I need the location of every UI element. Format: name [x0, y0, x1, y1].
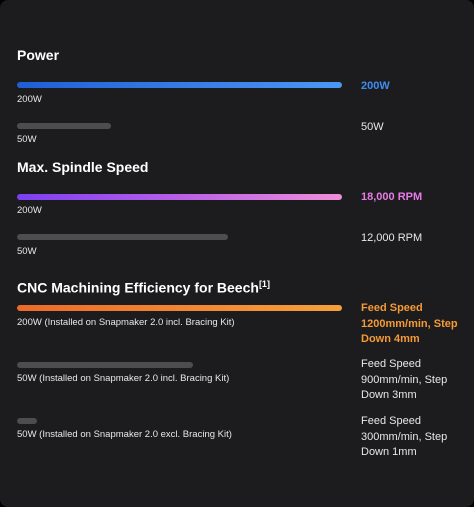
power-200w-label: 200W: [17, 94, 42, 105]
spindle-50w-bar: [17, 234, 228, 240]
spindle-speed-title: Max. Spindle Speed: [17, 159, 149, 175]
spindle-200w-bar: [17, 194, 342, 200]
power-200w-bar: [17, 82, 342, 88]
cnc-efficiency-title-text: CNC Machining Efficiency for Beech: [17, 279, 259, 296]
cnc-efficiency-title: CNC Machining Efficiency for Beech[1]: [17, 279, 270, 296]
power-200w-value: 200W: [361, 80, 390, 92]
footnote-marker: [1]: [258, 279, 270, 289]
power-50w-value: 50W: [361, 121, 384, 133]
cnc-50w-incl-bar: [17, 362, 193, 368]
spindle-200w-label: 200W: [17, 205, 42, 216]
cnc-50w-excl-value: Feed Speed 300mm/min, Step Down 1mm: [361, 415, 448, 458]
power-50w-bar: [17, 123, 111, 129]
spindle-50w-value: 12,000 RPM: [361, 232, 423, 244]
cnc-200w-bar: [17, 305, 342, 311]
cnc-50w-incl-value: Feed Speed 900mm/min, Step Down 3mm: [361, 358, 448, 401]
cnc-50w-excl-label: 50W (Installed on Snapmaker 2.0 excl. Br…: [17, 429, 232, 440]
power-50w-label: 50W: [17, 134, 37, 145]
spindle-50w-label: 50W: [17, 246, 37, 257]
cnc-50w-excl-bar: [17, 418, 37, 424]
cnc-200w-value: Feed Speed 1200mm/min, Step Down 4mm: [361, 302, 458, 345]
cnc-200w-label: 200W (Installed on Snapmaker 2.0 incl. B…: [17, 317, 235, 328]
spindle-200w-value: 18,000 RPM: [361, 191, 423, 203]
cnc-50w-incl-label: 50W (Installed on Snapmaker 2.0 incl. Br…: [17, 373, 230, 384]
power-title: Power: [17, 47, 60, 63]
